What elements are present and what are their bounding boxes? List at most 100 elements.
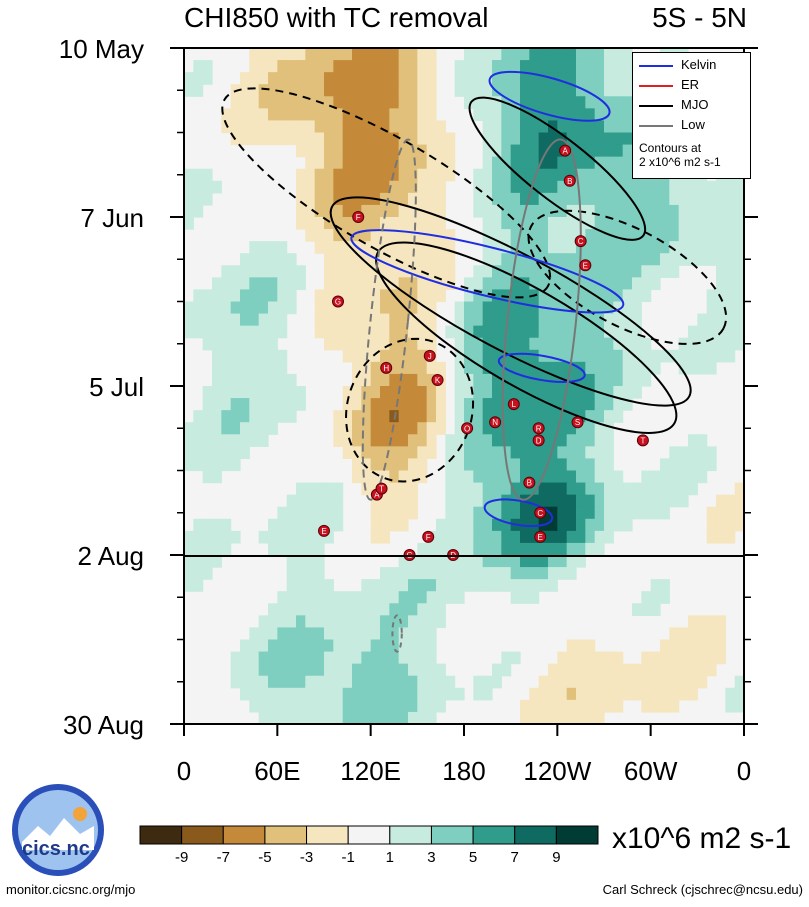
storm-marker-label: G bbox=[335, 298, 341, 307]
storm-marker: E bbox=[579, 259, 592, 272]
mjo-contour-negative bbox=[527, 209, 728, 345]
storm-marker: C bbox=[534, 506, 547, 519]
storm-marker-label: O bbox=[464, 424, 470, 433]
x-tick-label: 0 bbox=[737, 756, 751, 786]
storm-marker-label: T bbox=[379, 485, 384, 494]
mjo-contour-negative bbox=[221, 87, 552, 299]
colorbar-label: -7 bbox=[217, 849, 230, 866]
colorbar-swatch bbox=[514, 825, 557, 845]
x-axis: 0 60E 120E 180 120W 60W 0 bbox=[177, 724, 751, 786]
storm-marker-label: F bbox=[426, 533, 431, 542]
storm-marker: E bbox=[534, 530, 547, 543]
storm-marker-label: A bbox=[562, 147, 568, 156]
storm-marker-label: B bbox=[567, 177, 572, 186]
storm-marker: G bbox=[332, 295, 344, 308]
filtered-contours bbox=[221, 70, 728, 653]
storm-marker: F bbox=[422, 530, 435, 543]
x-tick-label: 120E bbox=[340, 756, 401, 786]
colorbar-swatch bbox=[347, 825, 391, 845]
legend-item-er: ER bbox=[639, 77, 747, 95]
storm-marker: B bbox=[523, 476, 536, 489]
legend-label-er: ER bbox=[681, 77, 700, 92]
colorbar-swatch bbox=[306, 825, 349, 845]
x-tick-label: 180 bbox=[442, 756, 485, 786]
legend-item-kelvin: Kelvin bbox=[639, 57, 747, 75]
storm-marker-label: B bbox=[527, 479, 532, 488]
colorbar-label: 3 bbox=[427, 849, 435, 866]
low-contour-negative bbox=[361, 138, 417, 501]
colorbar-label: 9 bbox=[552, 849, 560, 866]
colorbar-label: 7 bbox=[511, 849, 519, 866]
storm-marker: J bbox=[423, 349, 436, 362]
colorbar-label: -3 bbox=[300, 849, 313, 866]
y-tick-label: 5 Jul bbox=[89, 372, 144, 402]
colorbar-swatch bbox=[139, 825, 183, 845]
cics-logo bbox=[12, 784, 104, 876]
logo-text: cics.nc bbox=[22, 838, 90, 860]
kelvin-contour bbox=[350, 229, 625, 314]
colorbar-label: -1 bbox=[342, 849, 355, 866]
x-tick-label: 120W bbox=[523, 756, 591, 786]
contour-legend: Kelvin ER MJO Low Contours at 2 x10^6 m2… bbox=[632, 52, 751, 179]
storm-marker: O bbox=[461, 422, 474, 435]
storm-marker-label: S bbox=[575, 418, 580, 427]
chart-latitude-band: 5S - 5N bbox=[652, 2, 747, 33]
x-tick-label: 60W bbox=[624, 756, 678, 786]
storm-marker: D bbox=[532, 434, 545, 447]
y-axis: 10 May 7 Jun 5 Jul 2 Aug 30 Aug bbox=[59, 34, 758, 740]
y-tick-label: 30 Aug bbox=[63, 710, 144, 740]
storm-marker-label: E bbox=[321, 527, 326, 536]
colorbar-label: -5 bbox=[258, 849, 271, 866]
storm-marker: F bbox=[352, 211, 365, 223]
storm-marker: A bbox=[559, 144, 572, 157]
legend-note-line2: 2 x10^6 m2 s-1 bbox=[639, 155, 721, 169]
storm-marker-label: J bbox=[428, 352, 432, 361]
kelvin-contour bbox=[483, 498, 554, 528]
storm-marker-label: E bbox=[583, 261, 588, 270]
colorbar: -9 -7 -5 -3 -1 1 3 5 7 9 bbox=[139, 825, 599, 866]
storm-marker-label: N bbox=[492, 418, 498, 427]
y-tick-label: 2 Aug bbox=[77, 541, 144, 571]
source-url[interactable]: monitor.cicsnc.org/mjo bbox=[6, 882, 136, 897]
legend-label-low: Low bbox=[681, 117, 705, 132]
storm-marker-label: H bbox=[383, 364, 389, 373]
mjo-contour bbox=[468, 96, 647, 241]
x-tick-label: 0 bbox=[177, 756, 191, 786]
legend-item-mjo: MJO bbox=[639, 97, 747, 115]
chart-title: CHI850 with TC removal bbox=[184, 2, 489, 33]
storm-marker: H bbox=[380, 361, 393, 374]
colorbar-swatch bbox=[472, 825, 516, 845]
storm-marker-label: E bbox=[538, 533, 543, 542]
legend-label-mjo: MJO bbox=[681, 97, 709, 112]
colorbar-units: x10^6 m2 s-1 bbox=[612, 822, 792, 855]
storm-marker: E bbox=[318, 524, 330, 537]
colorbar-label: 5 bbox=[469, 849, 477, 866]
storm-marker: S bbox=[571, 416, 584, 429]
colorbar-swatch bbox=[181, 825, 224, 845]
storm-marker: C bbox=[574, 235, 587, 248]
colorbar-label: -9 bbox=[175, 849, 188, 866]
colorbar-label: 1 bbox=[386, 849, 394, 866]
colorbar-swatch bbox=[389, 825, 432, 845]
y-tick-label: 10 May bbox=[59, 34, 144, 64]
storm-marker: R bbox=[532, 422, 545, 435]
legend-label-kelvin: Kelvin bbox=[681, 57, 717, 72]
legend-note-line1: Contours at bbox=[639, 141, 702, 155]
x-tick-label: 60E bbox=[254, 756, 300, 786]
author-credit: Carl Schreck (cjschrec@ncsu.edu) bbox=[602, 882, 803, 897]
storm-marker-label: D bbox=[536, 436, 542, 445]
storm-marker-label: L bbox=[512, 400, 517, 409]
storm-marker: B bbox=[563, 174, 576, 187]
kelvin-contour bbox=[488, 70, 611, 122]
legend-swatch-kelvin bbox=[639, 65, 673, 67]
legend-item-low: Low bbox=[639, 117, 747, 135]
storm-marker-label: A bbox=[374, 491, 380, 500]
storm-marker-label: C bbox=[578, 237, 584, 246]
kelvin-contour bbox=[497, 352, 586, 383]
storm-marker: T bbox=[375, 482, 388, 495]
low-contour-negative bbox=[391, 614, 403, 653]
storm-marker-label: R bbox=[536, 424, 542, 433]
colorbar-swatch bbox=[222, 825, 266, 845]
colorbar-swatch bbox=[264, 825, 308, 845]
legend-note: Contours at 2 x10^6 m2 s-1 bbox=[639, 141, 721, 169]
